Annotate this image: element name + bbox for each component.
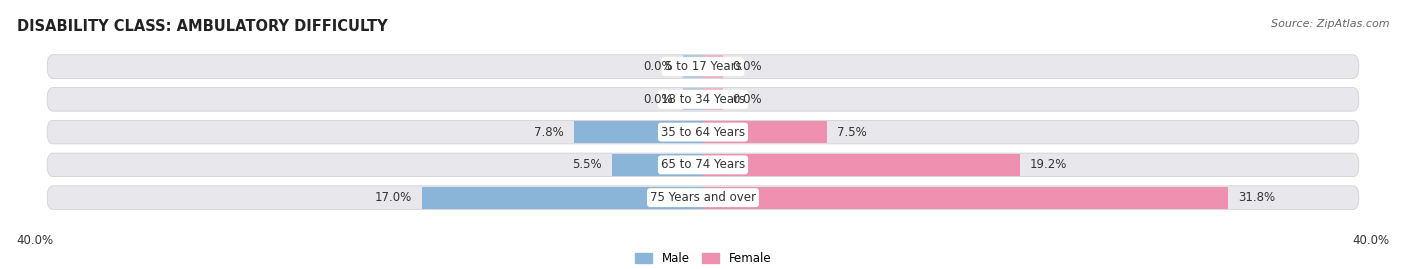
Bar	[683, 88, 703, 111]
Text: 0.0%: 0.0%	[733, 60, 762, 73]
Text: 35 to 64 Years: 35 to 64 Years	[661, 126, 745, 139]
Text: Source: ZipAtlas.com: Source: ZipAtlas.com	[1271, 19, 1389, 29]
Text: 18 to 34 Years: 18 to 34 Years	[661, 93, 745, 106]
Text: 31.8%: 31.8%	[1239, 191, 1275, 204]
Text: DISABILITY CLASS: AMBULATORY DIFFICULTY: DISABILITY CLASS: AMBULATORY DIFFICULTY	[17, 19, 388, 34]
Text: 0.0%: 0.0%	[644, 60, 673, 73]
Text: 7.8%: 7.8%	[534, 126, 564, 139]
Bar	[574, 121, 703, 143]
Bar	[703, 154, 1021, 176]
Text: 0.0%: 0.0%	[644, 93, 673, 106]
Bar	[612, 154, 703, 176]
Bar	[703, 121, 827, 143]
Bar	[422, 186, 703, 209]
Bar	[703, 88, 723, 111]
Text: 17.0%: 17.0%	[375, 191, 412, 204]
FancyBboxPatch shape	[48, 186, 1358, 210]
FancyBboxPatch shape	[48, 55, 1358, 78]
Text: 0.0%: 0.0%	[733, 93, 762, 106]
Text: 5 to 17 Years: 5 to 17 Years	[665, 60, 741, 73]
FancyBboxPatch shape	[48, 120, 1358, 144]
Legend: Male, Female: Male, Female	[634, 252, 772, 265]
Bar	[703, 55, 723, 78]
Text: 5.5%: 5.5%	[572, 158, 602, 171]
Bar	[683, 55, 703, 78]
Bar	[703, 186, 1229, 209]
Text: 40.0%: 40.0%	[17, 235, 53, 247]
Text: 65 to 74 Years: 65 to 74 Years	[661, 158, 745, 171]
Text: 7.5%: 7.5%	[837, 126, 866, 139]
Text: 75 Years and over: 75 Years and over	[650, 191, 756, 204]
Text: 40.0%: 40.0%	[1353, 235, 1389, 247]
Text: 19.2%: 19.2%	[1031, 158, 1067, 171]
FancyBboxPatch shape	[48, 87, 1358, 111]
FancyBboxPatch shape	[48, 153, 1358, 177]
